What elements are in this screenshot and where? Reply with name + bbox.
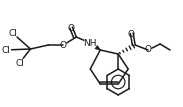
Text: NH: NH: [83, 39, 97, 48]
Text: O: O: [60, 41, 67, 50]
Text: O: O: [128, 30, 135, 39]
Text: Cl: Cl: [1, 45, 10, 54]
Text: O: O: [68, 24, 75, 33]
Text: Cl: Cl: [15, 59, 24, 68]
Polygon shape: [95, 45, 100, 50]
Text: Cl: Cl: [8, 28, 17, 37]
Text: O: O: [145, 45, 152, 54]
